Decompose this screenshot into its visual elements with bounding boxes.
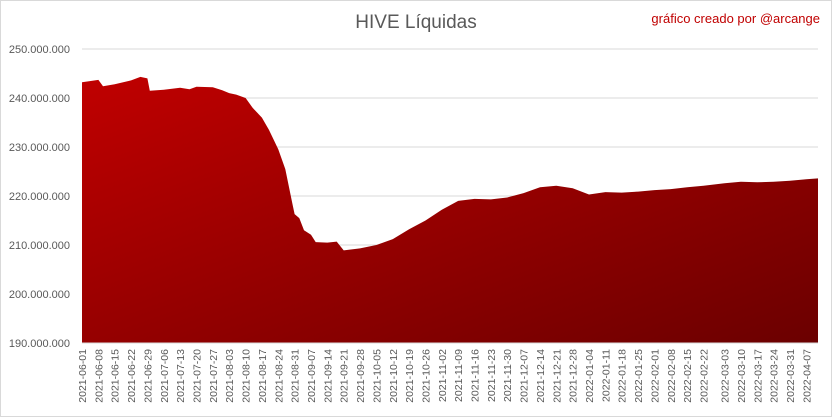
x-tick-label: 2022-01-25 [633,349,645,403]
y-tick-label: 220.000.000 [9,191,70,203]
y-tick-label: 230.000.000 [9,142,70,154]
x-tick-label: 2022-02-22 [699,349,711,403]
y-axis-labels: 190.000.000 200.000.000 210.000.000 220.000… [9,44,70,350]
x-tick-label: 2021-08-31 [290,349,302,403]
x-tick-label: 2022-02-01 [649,349,661,403]
y-tick-label: 190.000.000 [9,338,70,350]
x-tick-label: 2022-03-31 [785,349,797,403]
x-tick-label: 2022-02-08 [666,349,678,403]
x-tick-label: 2022-04-07 [801,349,813,403]
x-tick-label: 2021-06-29 [142,349,154,403]
x-tick-label: 2021-09-07 [306,349,318,403]
x-tick-label: 2021-10-05 [371,349,383,403]
x-tick-label: 2021-11-09 [453,349,465,402]
x-tick-label: 2022-03-03 [720,349,732,403]
x-tick-label: 2021-07-06 [159,349,171,403]
x-tick-label: 2021-12-21 [551,349,563,403]
x-tick-label: 2021-08-03 [224,349,236,403]
x-tick-label: 2021-09-21 [339,349,351,403]
x-tick-label: 2021-10-19 [404,349,416,403]
y-tick-label: 240.000.000 [9,93,70,105]
x-tick-label: 2021-06-01 [77,349,89,403]
x-tick-label: 2021-08-24 [273,349,285,403]
y-tick-label: 210.000.000 [9,240,70,252]
x-tick-label: 2022-01-04 [584,349,596,403]
x-tick-label: 2022-01-11 [600,349,612,402]
x-tick-label: 2021-07-27 [208,349,220,403]
x-tick-label: 2022-01-18 [617,349,629,403]
x-tick-label: 2021-06-22 [126,349,138,403]
area-layer [82,76,818,344]
x-tick-label: 2021-11-16 [470,349,482,402]
y-tick-label: 250.000.000 [9,44,70,56]
chart-title: HIVE Líquidas [355,12,477,33]
x-tick-label: 2021-08-17 [257,349,269,403]
x-tick-label: 2022-03-24 [769,349,781,403]
x-tick-label: 2021-09-14 [322,349,334,403]
x-axis-labels: 2021-06-01 2021-06-08 2021-06-15 2021-06-22… [77,342,818,403]
series-area [82,76,818,344]
x-tick-label: 2021-09-28 [355,349,367,403]
x-tick-label: 2021-07-20 [191,349,203,403]
x-tick-label: 2021-11-02 [437,349,449,402]
x-tick-label: 2021-11-23 [486,349,498,402]
x-tick-label: 2021-06-15 [110,349,122,403]
x-tick-label: 2021-11-30 [502,349,514,402]
x-tick-label: 2022-02-15 [682,349,694,403]
x-tick-label: 2021-12-14 [535,349,547,403]
y-tick-label: 200.000.000 [9,289,70,301]
x-tick-label: 2021-12-07 [519,349,531,403]
x-tick-label: 2021-10-26 [420,349,432,403]
x-tick-label: 2021-10-12 [388,349,400,403]
x-tick-label: 2022-03-17 [752,349,764,403]
x-tick-label: 2021-08-10 [241,349,253,403]
x-tick-label: 2021-12-28 [568,349,580,403]
x-tick-label: 2022-03-10 [736,349,748,403]
chart-credit: gráfico creado por @arcange [651,11,820,26]
x-tick-label: 2021-07-13 [175,349,187,403]
x-tick-label: 2021-06-08 [93,349,105,403]
